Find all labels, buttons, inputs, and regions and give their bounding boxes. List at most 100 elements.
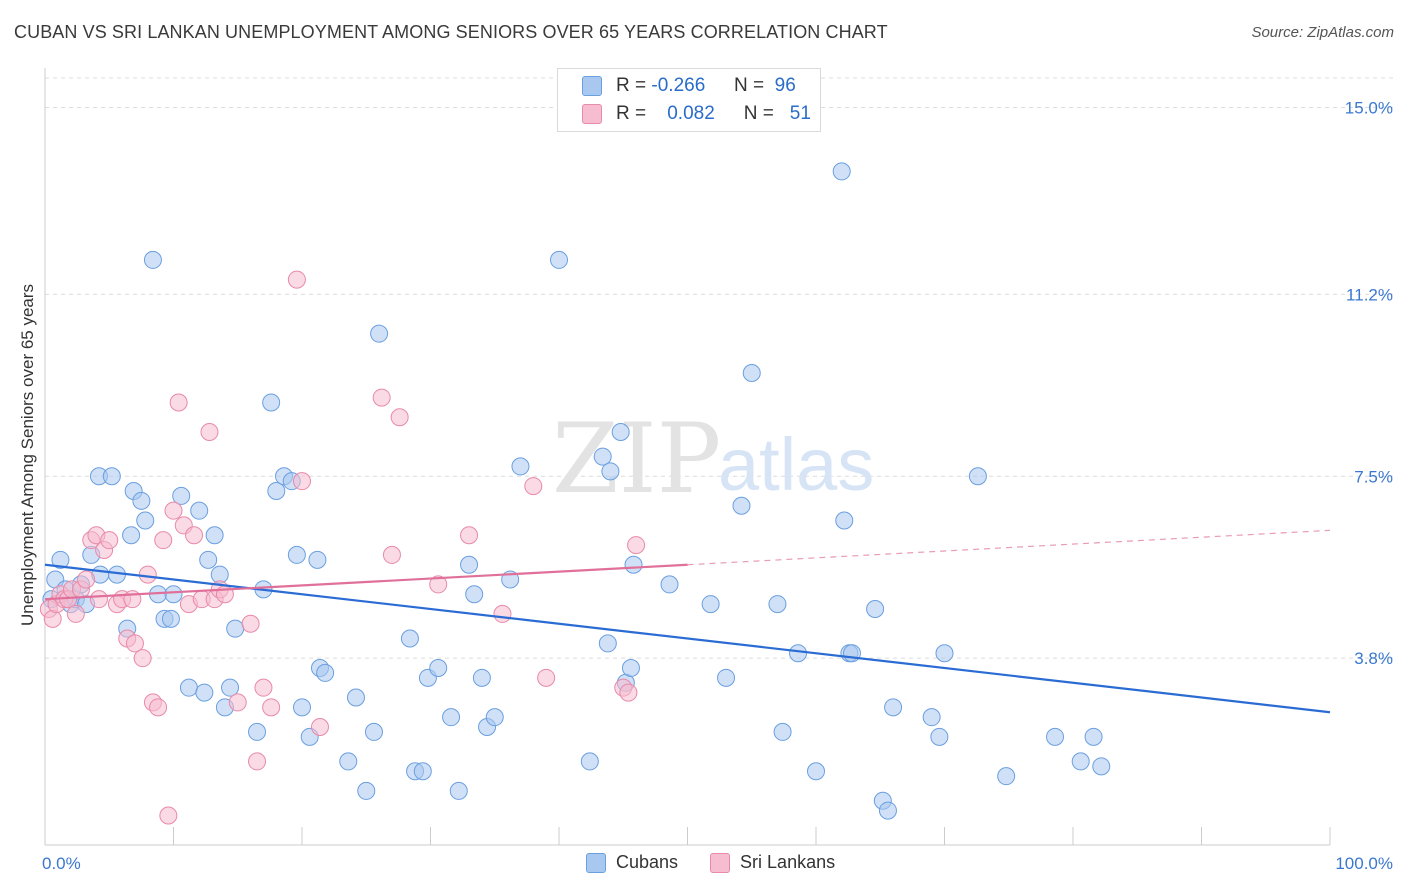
- srilankan-point: [429, 575, 448, 594]
- cuban-point: [429, 659, 448, 677]
- cuban-point: [611, 423, 630, 441]
- srilankans-trend-extension: [687, 529, 1331, 566]
- cuban-point: [132, 491, 151, 510]
- srilankan-point: [43, 609, 62, 628]
- legend-swatch-srilankans: [710, 852, 731, 873]
- legend-item-srilankans: Sri Lankans: [710, 852, 835, 873]
- srilankan-point: [262, 698, 281, 717]
- cuban-point: [621, 659, 640, 677]
- cuban-point: [460, 555, 479, 574]
- y-tick-label: 3.8%: [1354, 649, 1393, 668]
- cubans-trend-line: [44, 563, 1331, 714]
- cuban-point: [768, 595, 787, 614]
- correlation-legend: R = -0.266 N = 96 R = 0.082 N = 51: [557, 68, 821, 132]
- cuban-point: [346, 688, 365, 707]
- srilankans-trend-line: [44, 563, 688, 601]
- srilankan-point: [66, 604, 85, 623]
- legend-swatch-cubans: [586, 852, 606, 873]
- cuban-point: [832, 162, 851, 181]
- cuban-point: [835, 511, 854, 530]
- cuban-point: [248, 722, 267, 741]
- cuban-point: [601, 462, 620, 481]
- cuban-point: [293, 698, 311, 717]
- srilankan-point: [524, 477, 543, 496]
- srilankan-point: [254, 678, 273, 697]
- srilankan-point: [627, 536, 646, 555]
- y-tick-label: 15.0%: [1345, 99, 1393, 118]
- legend-swatch-cubans: [582, 76, 602, 96]
- srilankan-point: [159, 806, 178, 825]
- cuban-point: [267, 482, 286, 500]
- cuban-point: [172, 486, 191, 505]
- cuban-point: [449, 781, 468, 800]
- legend-r-value: -0.266: [651, 75, 706, 96]
- srilankan-point: [228, 693, 247, 712]
- srilankan-point: [293, 472, 311, 491]
- legend-r-value: 0.082: [667, 103, 715, 124]
- cuban-point: [732, 496, 751, 515]
- cuban-point: [598, 634, 617, 653]
- cuban-point: [164, 585, 183, 604]
- watermark: ZIP atlas: [552, 403, 874, 515]
- srilankan-point: [77, 570, 96, 589]
- srilankan-point: [200, 423, 219, 441]
- cuban-point: [878, 801, 897, 820]
- watermark-atlas: atlas: [718, 423, 874, 506]
- cuban-point: [997, 767, 1016, 786]
- srilankan-point: [100, 531, 119, 550]
- legend-n-label: N =: [733, 75, 765, 96]
- cuban-point: [472, 668, 491, 687]
- srilankan-point: [164, 501, 183, 520]
- srilankan-point: [619, 683, 638, 702]
- srilankan-point: [390, 408, 409, 427]
- trend-layer: [44, 529, 1331, 714]
- y-tick-label: 11.2%: [1346, 285, 1393, 304]
- cuban-point: [190, 501, 209, 520]
- cuban-point: [400, 629, 419, 648]
- cuban-point: [195, 683, 214, 702]
- cuban-point: [287, 545, 306, 564]
- y-axis-label: Unemployment Among Seniors over 65 years: [18, 284, 37, 626]
- cuban-point: [884, 698, 903, 717]
- srilankan-point: [382, 545, 401, 564]
- srilankan-point: [241, 614, 260, 633]
- series-legend: Cubans Sri Lankans: [586, 852, 867, 873]
- legend-label-cubans: Cubans: [616, 852, 679, 872]
- cuban-point: [221, 678, 240, 697]
- cuban-point: [308, 550, 327, 569]
- cuban-point: [1092, 757, 1111, 776]
- cuban-point: [316, 663, 335, 682]
- cuban-point: [442, 708, 461, 727]
- legend-n-value: 96: [774, 75, 796, 96]
- srilankan-point: [372, 388, 391, 407]
- cuban-point: [930, 727, 949, 746]
- x-tick-label: 100.0%: [1335, 854, 1393, 873]
- legend-r-label: R =: [616, 103, 647, 124]
- cuban-point: [179, 678, 198, 697]
- y-tick-label: 7.5%: [1354, 467, 1393, 486]
- srilankan-point: [493, 604, 512, 623]
- srilankan-point: [154, 531, 173, 550]
- points-layer: [39, 162, 1111, 825]
- legend-row-srilankans: R = 0.082 N = 51: [582, 101, 811, 127]
- srilankan-point: [89, 590, 108, 609]
- cuban-point: [968, 467, 987, 486]
- cuban-point: [922, 708, 941, 727]
- cuban-point: [866, 600, 885, 618]
- x-tick-label: 0.0%: [42, 854, 81, 873]
- source-attribution: Source: ZipAtlas.com: [1251, 24, 1394, 41]
- cuban-point: [701, 595, 720, 614]
- srilankan-point: [149, 698, 168, 717]
- cuban-point: [593, 447, 612, 466]
- cuban-point: [102, 467, 121, 486]
- cuban-point: [1046, 727, 1065, 746]
- cuban-point: [807, 762, 825, 781]
- srilankan-point: [133, 649, 152, 668]
- cuban-point: [624, 555, 643, 574]
- srilankan-point: [537, 668, 556, 687]
- cuban-point: [1071, 752, 1090, 771]
- cuban-point: [485, 708, 504, 727]
- cuban-point: [357, 781, 376, 800]
- cuban-point: [580, 752, 599, 771]
